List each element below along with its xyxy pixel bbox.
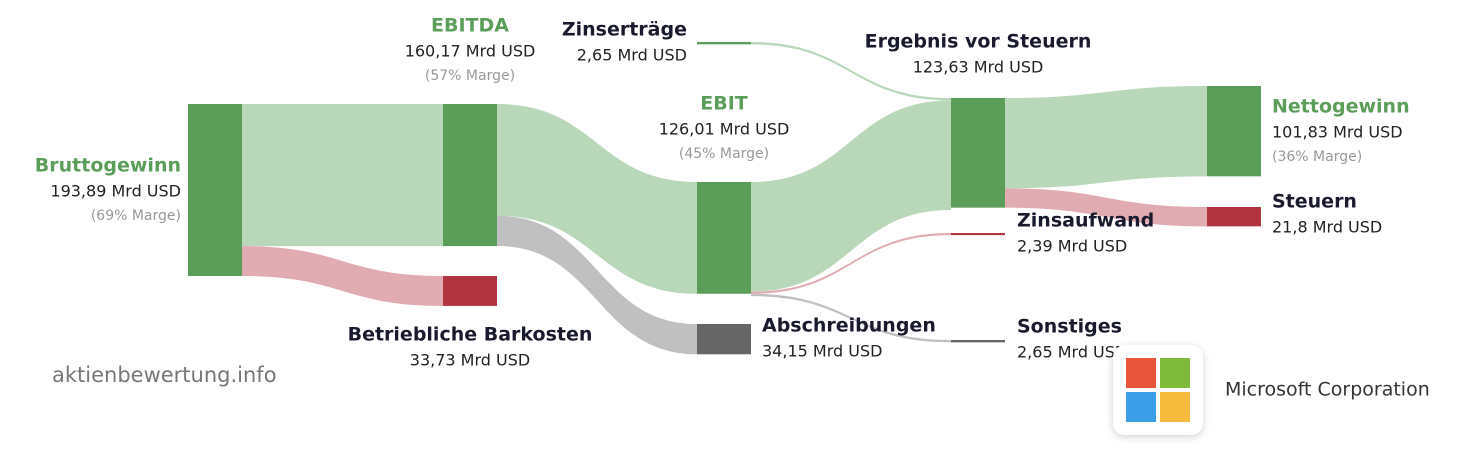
link	[242, 246, 443, 306]
link	[751, 293, 951, 343]
node	[697, 42, 751, 45]
node	[443, 104, 497, 247]
node-name: Sonstiges	[1017, 316, 1122, 338]
link	[751, 42, 951, 101]
link	[751, 233, 951, 294]
node	[188, 104, 242, 276]
node	[697, 324, 751, 355]
link	[1005, 86, 1207, 189]
node-value: 33,73 Mrd USD	[410, 351, 530, 370]
node-value: 101,83 Mrd USD	[1272, 123, 1403, 142]
node-name: Zinsaufwand	[1017, 210, 1154, 232]
node	[951, 340, 1005, 343]
node	[951, 233, 1005, 236]
node-value: 193,89 Mrd USD	[50, 182, 181, 201]
node-margin: (69% Marge)	[91, 208, 181, 224]
node	[1207, 207, 1261, 227]
node-name: Steuern	[1272, 191, 1357, 213]
node-name: EBITDA	[431, 15, 509, 37]
link	[497, 104, 697, 294]
node-value: 160,17 Mrd USD	[405, 42, 536, 61]
node-margin: (45% Marge)	[679, 146, 769, 162]
node	[951, 98, 1005, 208]
labels: Bruttogewinn 193,89 Mrd USD (69% Marge) EBI…	[35, 15, 1410, 370]
node-name: Ergebnis vor Steuern	[865, 31, 1092, 53]
node-name: Abschreibungen	[762, 315, 936, 337]
node-name: Nettogewinn	[1272, 96, 1410, 118]
node-value: 2,65 Mrd USD	[577, 46, 687, 65]
node-name: Betriebliche Barkosten	[348, 324, 593, 346]
company-name: Microsoft Corporation	[1225, 379, 1430, 401]
link	[497, 215, 697, 355]
node-value: 34,15 Mrd USD	[762, 342, 882, 361]
sankey: Bruttogewinn 193,89 Mrd USD (69% Marge) EBI…	[35, 15, 1410, 370]
node-margin: (36% Marge)	[1272, 149, 1362, 165]
node-name: Zinserträge	[562, 19, 687, 41]
node	[697, 182, 751, 294]
node-name: EBIT	[700, 93, 748, 115]
node-value: 21,8 Mrd USD	[1272, 218, 1382, 237]
node-value: 2,65 Mrd USD	[1017, 343, 1127, 362]
node	[443, 276, 497, 306]
node-value: 126,01 Mrd USD	[659, 120, 790, 139]
node-margin: (57% Marge)	[425, 68, 515, 84]
links	[242, 42, 1207, 355]
company-logo	[1113, 345, 1203, 435]
node-value: 2,39 Mrd USD	[1017, 237, 1127, 256]
node	[1207, 86, 1261, 177]
watermark: aktienbewertung.info	[52, 363, 277, 387]
node-name: Bruttogewinn	[35, 155, 181, 177]
node-value: 123,63 Mrd USD	[913, 58, 1044, 77]
link	[751, 100, 951, 292]
nodes	[188, 42, 1261, 355]
link	[242, 104, 443, 247]
link	[1005, 188, 1207, 227]
